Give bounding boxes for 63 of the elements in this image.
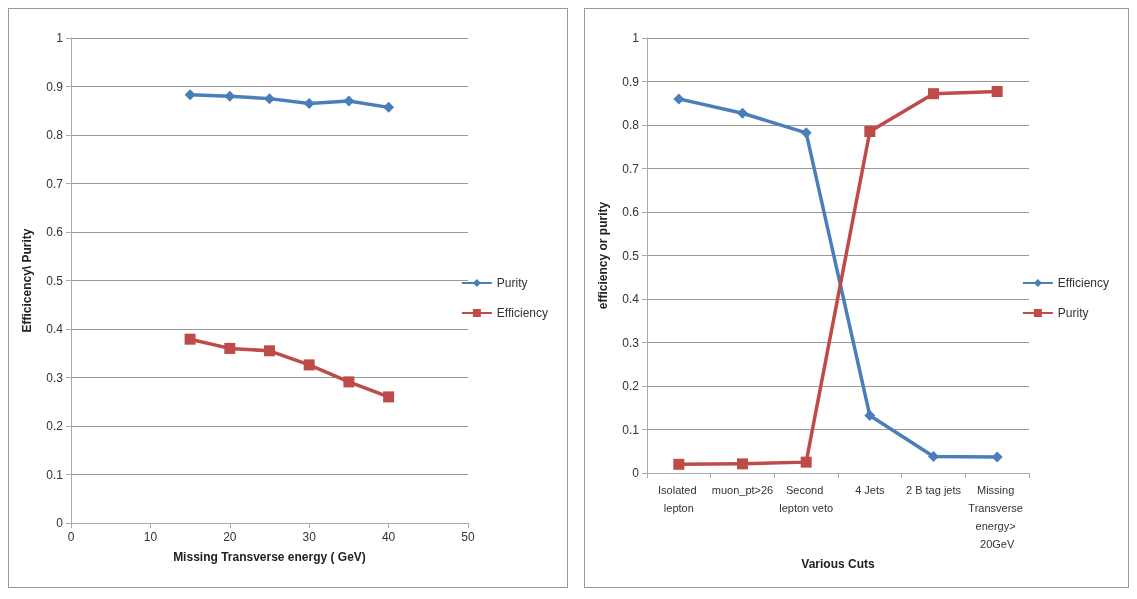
point xyxy=(928,450,939,462)
y-tick-label: 0.7 xyxy=(46,176,64,191)
point xyxy=(184,333,196,345)
y-tick-label: 0.5 xyxy=(46,273,64,288)
y-tick-label: 0.9 xyxy=(622,74,640,89)
y-tick-label: 0.4 xyxy=(622,292,640,306)
y-axis-title: efficiency or purity xyxy=(596,201,610,310)
y-tick-label: 0.2 xyxy=(622,379,640,393)
y-tick-label: 1 xyxy=(632,31,640,45)
x-axis-title: Missing Transverse energy ( GeV) xyxy=(173,550,366,564)
y-axis-title: Efficicency\ Purity xyxy=(20,228,34,333)
x-tick-label: 0 xyxy=(67,530,75,544)
y-tick-label: 0 xyxy=(56,516,64,530)
point xyxy=(673,458,685,470)
point xyxy=(224,342,236,354)
y-tick-label: 0.1 xyxy=(622,422,640,437)
x-tick-label: 20 xyxy=(223,530,237,544)
y-tick-label: 0 xyxy=(632,466,640,480)
x-axis-title: Various Cuts xyxy=(801,556,875,571)
point xyxy=(800,127,812,139)
point xyxy=(343,376,355,388)
point xyxy=(673,93,685,105)
y-tick-label: 0.3 xyxy=(622,335,640,350)
point xyxy=(737,107,748,119)
y-tick-label: 0.8 xyxy=(622,118,640,132)
y-tick-label: 0.6 xyxy=(622,205,640,219)
y-tick-label: 0.2 xyxy=(46,419,64,433)
point xyxy=(864,410,876,422)
x-tick-label: Missing Transverse energy> 20GeV xyxy=(968,484,1026,550)
y-tick-label: 0.1 xyxy=(46,467,64,482)
point xyxy=(184,89,196,101)
y-tick-label: 0.3 xyxy=(46,370,64,385)
point xyxy=(303,359,315,371)
x-tick-label: Isolated lepton xyxy=(658,484,700,514)
point xyxy=(800,456,812,468)
y-tick-label: 0.5 xyxy=(622,248,640,263)
y-tick-label: 1 xyxy=(56,31,64,45)
point xyxy=(264,345,275,357)
x-tick-label: 30 xyxy=(302,530,317,544)
x-tick-label: 50 xyxy=(461,530,475,544)
point xyxy=(264,93,275,105)
legend-label: Efficiency xyxy=(496,306,549,320)
point xyxy=(864,126,876,138)
point xyxy=(737,458,748,470)
point xyxy=(991,86,1003,97)
point xyxy=(383,101,395,113)
point xyxy=(343,95,355,107)
x-tick-label: 4 Jets xyxy=(855,484,885,496)
legend-label: Purity xyxy=(496,276,528,290)
legend-label: Purity xyxy=(1057,306,1089,320)
legend-label: Efficiency xyxy=(1057,276,1110,290)
y-tick-label: 0.6 xyxy=(46,225,64,239)
point xyxy=(383,391,395,403)
y-tick-label: 0.7 xyxy=(622,161,640,176)
y-tick-label: 0.4 xyxy=(46,322,64,336)
x-tick-label: Second lepton veto xyxy=(779,484,834,514)
y-tick-label: 0.9 xyxy=(46,79,64,94)
x-tick-label: muon_pt>26 xyxy=(711,484,774,496)
x-tick-label: 2 B tag jets xyxy=(905,484,962,496)
y-tick-label: 0.8 xyxy=(46,128,64,142)
x-tick-label: 10 xyxy=(143,530,158,544)
x-tick-label: 40 xyxy=(381,530,396,544)
point xyxy=(928,88,939,100)
